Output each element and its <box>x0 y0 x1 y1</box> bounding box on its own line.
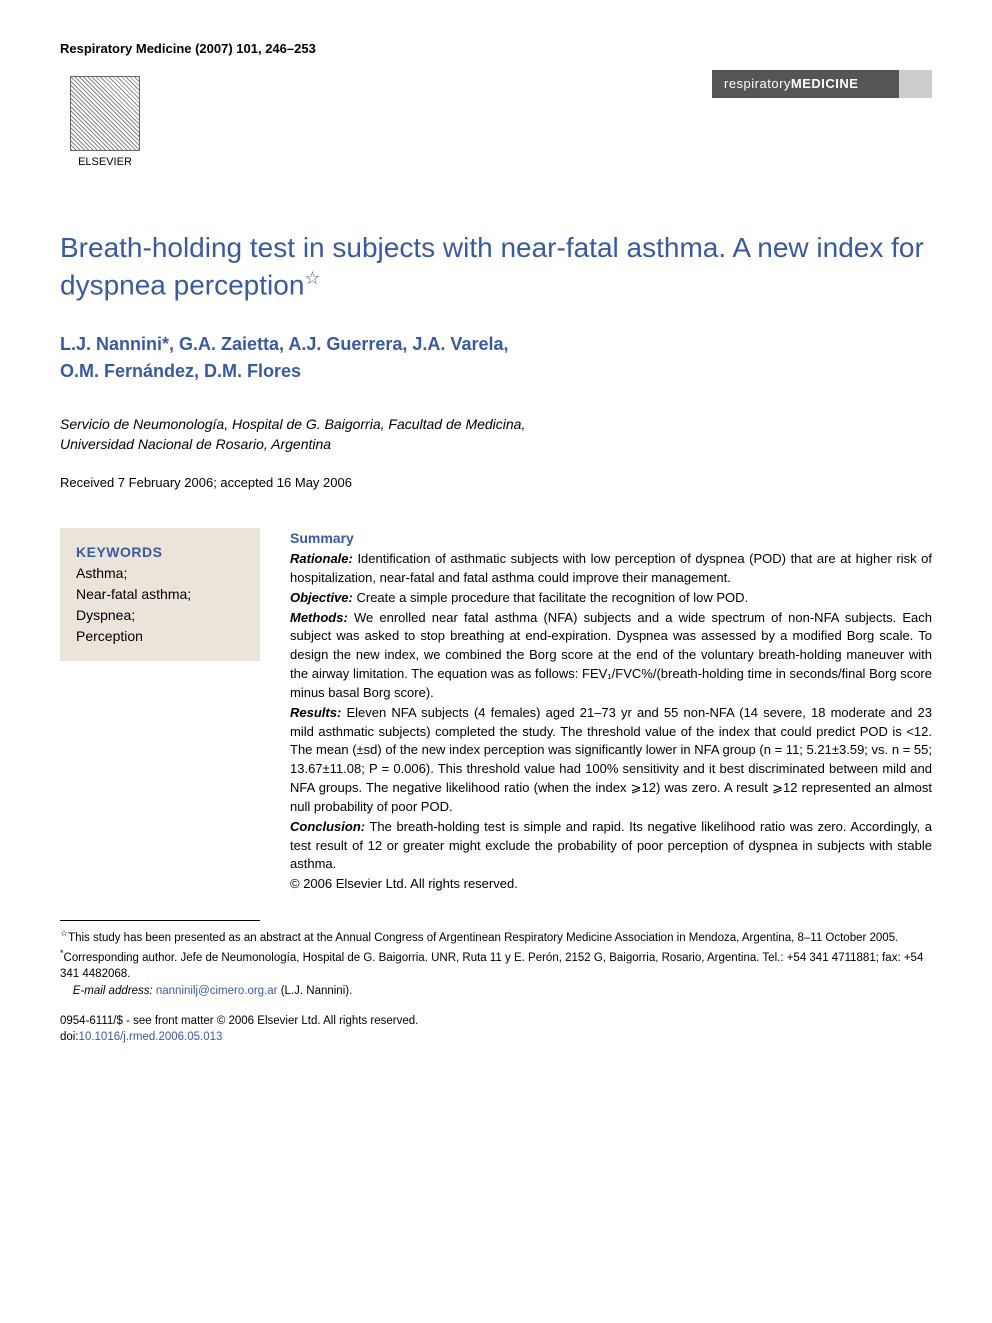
footer-info: 0954-6111/$ - see front matter © 2006 El… <box>60 1013 932 1045</box>
keywords-heading: KEYWORDS <box>76 542 244 563</box>
star-marker: ☆ <box>60 928 68 938</box>
footnotes: ☆This study has been presented as an abs… <box>60 927 932 999</box>
affiliation-line-2: Universidad Nacional de Rosario, Argenti… <box>60 435 932 455</box>
footnote-email: E-mail address: nanninilj@cimero.org.ar … <box>60 983 932 999</box>
keyword-item: Dyspnea; <box>76 605 244 626</box>
abstract-copyright: © 2006 Elsevier Ltd. All rights reserved… <box>290 875 932 894</box>
rationale-text: Identification of asthmatic subjects wit… <box>290 551 932 585</box>
keywords-box: KEYWORDS Asthma; Near-fatal asthma; Dysp… <box>60 528 260 661</box>
keyword-item: Asthma; <box>76 563 244 584</box>
article-title: Breath-holding test in subjects with nea… <box>60 230 932 303</box>
doi-label: doi: <box>60 1031 79 1043</box>
authors-line-2: O.M. Fernández, D.M. Flores <box>60 358 932 385</box>
header-row: ELSEVIER respiratoryMEDICINE <box>60 70 932 170</box>
abstract-results: Results: Eleven NFA subjects (4 females)… <box>290 704 932 817</box>
results-label: Results: <box>290 705 341 720</box>
affiliation-line-1: Servicio de Neumonología, Hospital de G.… <box>60 415 932 435</box>
title-footnote-marker: ☆ <box>304 268 320 288</box>
keyword-item: Perception <box>76 626 244 647</box>
email-author: (L.J. Nannini). <box>281 985 353 997</box>
front-matter: 0954-6111/$ - see front matter © 2006 El… <box>60 1013 932 1029</box>
results-text: Eleven NFA subjects (4 females) aged 21–… <box>290 705 932 814</box>
article-page: Respiratory Medicine (2007) 101, 246–253… <box>0 0 992 1075</box>
abstract-conclusion: Conclusion: The breath-holding test is s… <box>290 818 932 875</box>
authors: L.J. Nannini*, G.A. Zaietta, A.J. Guerre… <box>60 331 932 385</box>
conclusion-label: Conclusion: <box>290 819 365 834</box>
doi-link[interactable]: 10.1016/j.rmed.2006.05.013 <box>79 1031 223 1043</box>
journal-badge-bold: MEDICINE <box>791 75 859 93</box>
publisher-logo: ELSEVIER <box>60 70 150 170</box>
methods-text: We enrolled near fatal asthma (NFA) subj… <box>290 610 932 700</box>
footnote-star-text: This study has been presented as an abst… <box>68 932 898 944</box>
footnote-corr-text: Corresponding author. Jefe de Neumonolog… <box>60 952 923 980</box>
objective-text: Create a simple procedure that facilitat… <box>356 590 748 605</box>
keyword-item: Near-fatal asthma; <box>76 584 244 605</box>
footnote-rule <box>60 920 260 921</box>
doi-line: doi:10.1016/j.rmed.2006.05.013 <box>60 1029 932 1045</box>
footnote-corresponding: *Corresponding author. Jefe de Neumonolo… <box>60 947 932 982</box>
content-row: KEYWORDS Asthma; Near-fatal asthma; Dysp… <box>60 528 932 895</box>
conclusion-text: The breath-holding test is simple and ra… <box>290 819 932 872</box>
abstract-objective: Objective: Create a simple procedure tha… <box>290 589 932 608</box>
email-link[interactable]: nanninilj@cimero.org.ar <box>156 985 278 997</box>
article-title-text: Breath-holding test in subjects with nea… <box>60 232 924 300</box>
abstract-heading: Summary <box>290 528 932 548</box>
affiliation: Servicio de Neumonología, Hospital de G.… <box>60 415 932 454</box>
elsevier-tree-icon <box>70 76 140 151</box>
journal-badge-light: respiratory <box>724 75 791 93</box>
objective-label: Objective: <box>290 590 353 605</box>
publisher-name: ELSEVIER <box>78 155 132 170</box>
journal-badge: respiratoryMEDICINE <box>712 70 932 98</box>
authors-line-1: L.J. Nannini*, G.A. Zaietta, A.J. Guerre… <box>60 331 932 358</box>
article-dates: Received 7 February 2006; accepted 16 Ma… <box>60 474 932 492</box>
abstract-rationale: Rationale: Identification of asthmatic s… <box>290 550 932 588</box>
abstract: Summary Rationale: Identification of ast… <box>290 528 932 895</box>
running-head: Respiratory Medicine (2007) 101, 246–253 <box>60 40 932 58</box>
email-label: E-mail address: <box>73 985 153 997</box>
methods-label: Methods: <box>290 610 348 625</box>
footnote-star: ☆This study has been presented as an abs… <box>60 927 932 946</box>
abstract-methods: Methods: We enrolled near fatal asthma (… <box>290 609 932 703</box>
rationale-label: Rationale: <box>290 551 353 566</box>
